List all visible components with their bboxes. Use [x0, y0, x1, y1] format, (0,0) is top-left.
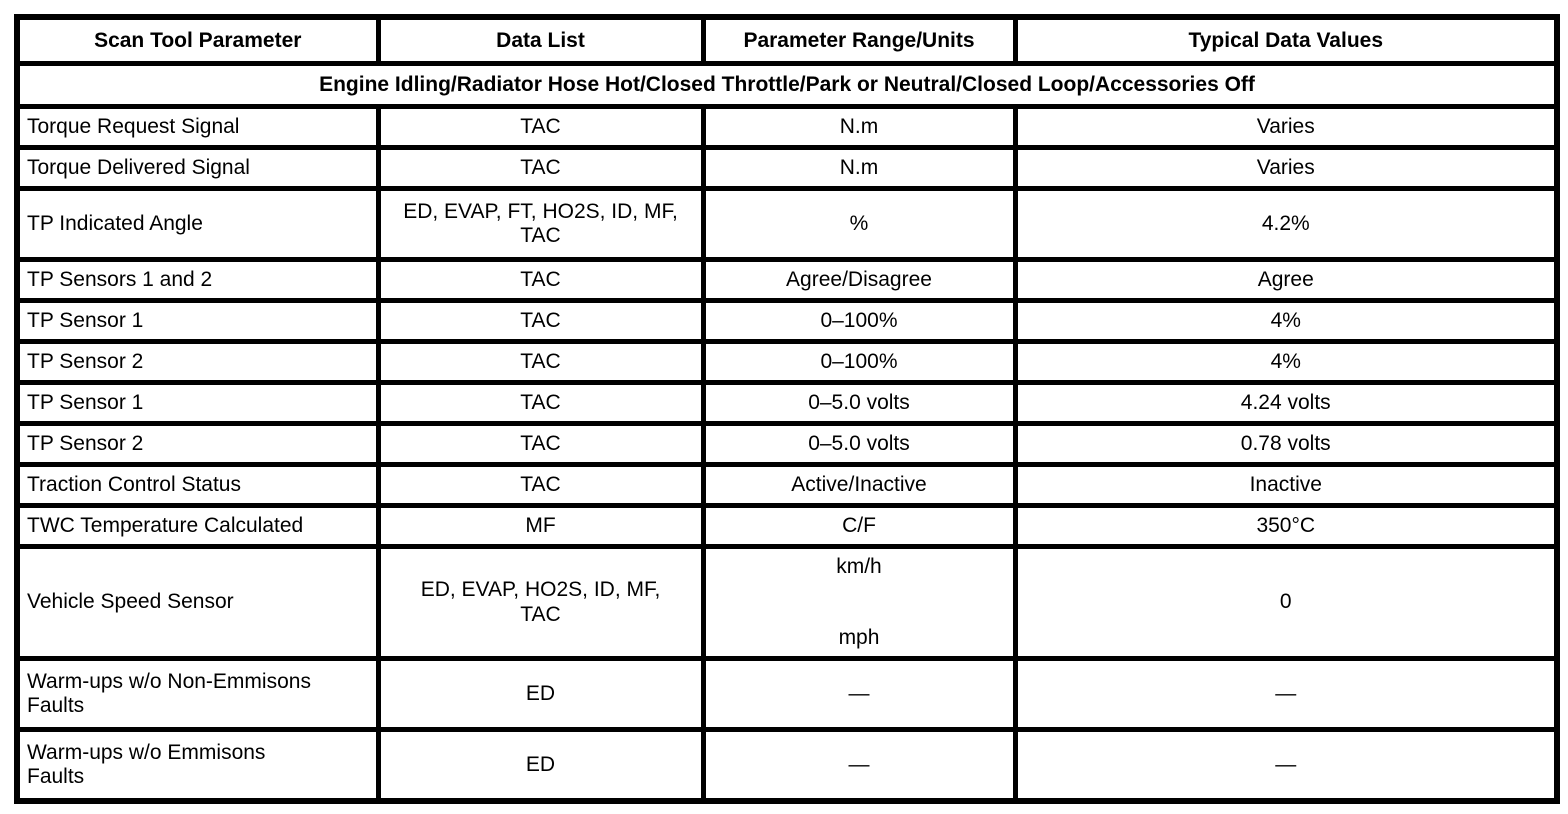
- param-cell: TP Sensor 1: [14, 298, 381, 344]
- param-cell: TP Sensor 2: [14, 339, 381, 385]
- range-cell: N.m: [700, 145, 1018, 191]
- range-cell: N.m: [700, 104, 1018, 150]
- range-cell: 0–100%: [700, 298, 1018, 344]
- value-cell: 4.2%: [1012, 186, 1560, 262]
- header-row: Scan Tool Parameter Data List Parameter …: [14, 14, 1560, 66]
- param-text: Warm-ups w/o Emmisons Faults: [27, 740, 266, 788]
- data-list-cell: TAC: [375, 104, 706, 150]
- param-cell: Warm-ups w/o Non-Emmisons Faults: [14, 656, 381, 732]
- param-cell: Torque Request Signal: [14, 104, 381, 150]
- value-cell: 4.24 volts: [1012, 380, 1560, 426]
- value-cell: —: [1012, 656, 1560, 732]
- param-cell: TP Sensors 1 and 2: [14, 257, 381, 303]
- data-list-cell: TAC: [375, 421, 706, 467]
- param-cell: Vehicle Speed Sensor: [14, 544, 381, 661]
- table-row: Vehicle Speed Sensor ED, EVAP, HO2S, ID,…: [14, 544, 1560, 661]
- range-cell: Agree/Disagree: [700, 257, 1018, 303]
- value-cell: Varies: [1012, 145, 1560, 191]
- param-cell: TP Indicated Angle: [14, 186, 381, 262]
- value-cell: —: [1012, 727, 1560, 804]
- range-cell: %: [700, 186, 1018, 262]
- range-bottom-unit: mph: [838, 625, 880, 649]
- param-cell: Warm-ups w/o Emmisons Faults: [14, 727, 381, 804]
- value-cell: Inactive: [1012, 462, 1560, 508]
- table-row: TWC Temperature Calculated MF C/F 350°C: [14, 503, 1560, 549]
- table-row: TP Sensor 2 TAC 0–100% 4%: [14, 339, 1560, 385]
- data-list-cell: MF: [375, 503, 706, 549]
- range-cell: —: [700, 727, 1018, 804]
- param-cell: TWC Temperature Calculated: [14, 503, 381, 549]
- data-list-cell: ED: [375, 656, 706, 732]
- table-row: Torque Request Signal TAC N.m Varies: [14, 104, 1560, 150]
- value-cell: Varies: [1012, 104, 1560, 150]
- column-header-data-list: Data List: [375, 14, 706, 66]
- table-row: Traction Control Status TAC Active/Inact…: [14, 462, 1560, 508]
- data-list-cell: TAC: [375, 462, 706, 508]
- range-cell: 0–5.0 volts: [700, 380, 1018, 426]
- range-cell: 0–5.0 volts: [700, 421, 1018, 467]
- param-cell: TP Sensor 2: [14, 421, 381, 467]
- data-list-cell: ED, EVAP, HO2S, ID, MF, TAC: [375, 544, 706, 661]
- data-list-text: ED, EVAP, HO2S, ID, MF, TAC: [420, 578, 661, 626]
- data-list-cell: ED: [375, 727, 706, 804]
- table-row: TP Sensor 2 TAC 0–5.0 volts 0.78 volts: [14, 421, 1560, 467]
- table-row: TP Sensor 1 TAC 0–100% 4%: [14, 298, 1560, 344]
- column-header-parameter-range-units: Parameter Range/Units: [700, 14, 1018, 66]
- range-cell: C/F: [700, 503, 1018, 549]
- data-list-cell: TAC: [375, 380, 706, 426]
- data-list-cell: TAC: [375, 145, 706, 191]
- param-cell: Torque Delivered Signal: [14, 145, 381, 191]
- table-row: Warm-ups w/o Emmisons Faults ED — —: [14, 727, 1560, 804]
- data-list-cell: TAC: [375, 257, 706, 303]
- range-cell: 0–100%: [700, 339, 1018, 385]
- range-cell: km/h mph: [700, 544, 1018, 661]
- scan-tool-parameter-table: Scan Tool Parameter Data List Parameter …: [14, 14, 1560, 804]
- data-list-cell: ED, EVAP, FT, HO2S, ID, MF, TAC: [375, 186, 706, 262]
- param-text: Warm-ups w/o Non-Emmisons Faults: [27, 669, 311, 717]
- value-cell: 0: [1012, 544, 1560, 661]
- range-cell: Active/Inactive: [700, 462, 1018, 508]
- table-row: TP Sensor 1 TAC 0–5.0 volts 4.24 volts: [14, 380, 1560, 426]
- table-row: TP Indicated Angle ED, EVAP, FT, HO2S, I…: [14, 186, 1560, 262]
- data-list-cell: TAC: [375, 298, 706, 344]
- data-list-cell: TAC: [375, 339, 706, 385]
- value-cell: 4%: [1012, 298, 1560, 344]
- column-header-typical-data-values: Typical Data Values: [1012, 14, 1560, 66]
- range-top-unit: km/h: [836, 555, 882, 579]
- condition-banner: Engine Idling/Radiator Hose Hot/Closed T…: [14, 61, 1560, 109]
- condition-banner-row: Engine Idling/Radiator Hose Hot/Closed T…: [14, 61, 1560, 109]
- value-cell: 350°C: [1012, 503, 1560, 549]
- table-row: Torque Delivered Signal TAC N.m Varies: [14, 145, 1560, 191]
- data-list-text: ED, EVAP, FT, HO2S, ID, MF, TAC: [403, 199, 678, 247]
- table-row: Warm-ups w/o Non-Emmisons Faults ED — —: [14, 656, 1560, 732]
- value-cell: Agree: [1012, 257, 1560, 303]
- table-row: TP Sensors 1 and 2 TAC Agree/Disagree Ag…: [14, 257, 1560, 303]
- column-header-scan-tool-parameter: Scan Tool Parameter: [14, 14, 381, 66]
- range-cell: —: [700, 656, 1018, 732]
- value-cell: 4%: [1012, 339, 1560, 385]
- param-cell: Traction Control Status: [14, 462, 381, 508]
- value-cell: 0.78 volts: [1012, 421, 1560, 467]
- param-cell: TP Sensor 1: [14, 380, 381, 426]
